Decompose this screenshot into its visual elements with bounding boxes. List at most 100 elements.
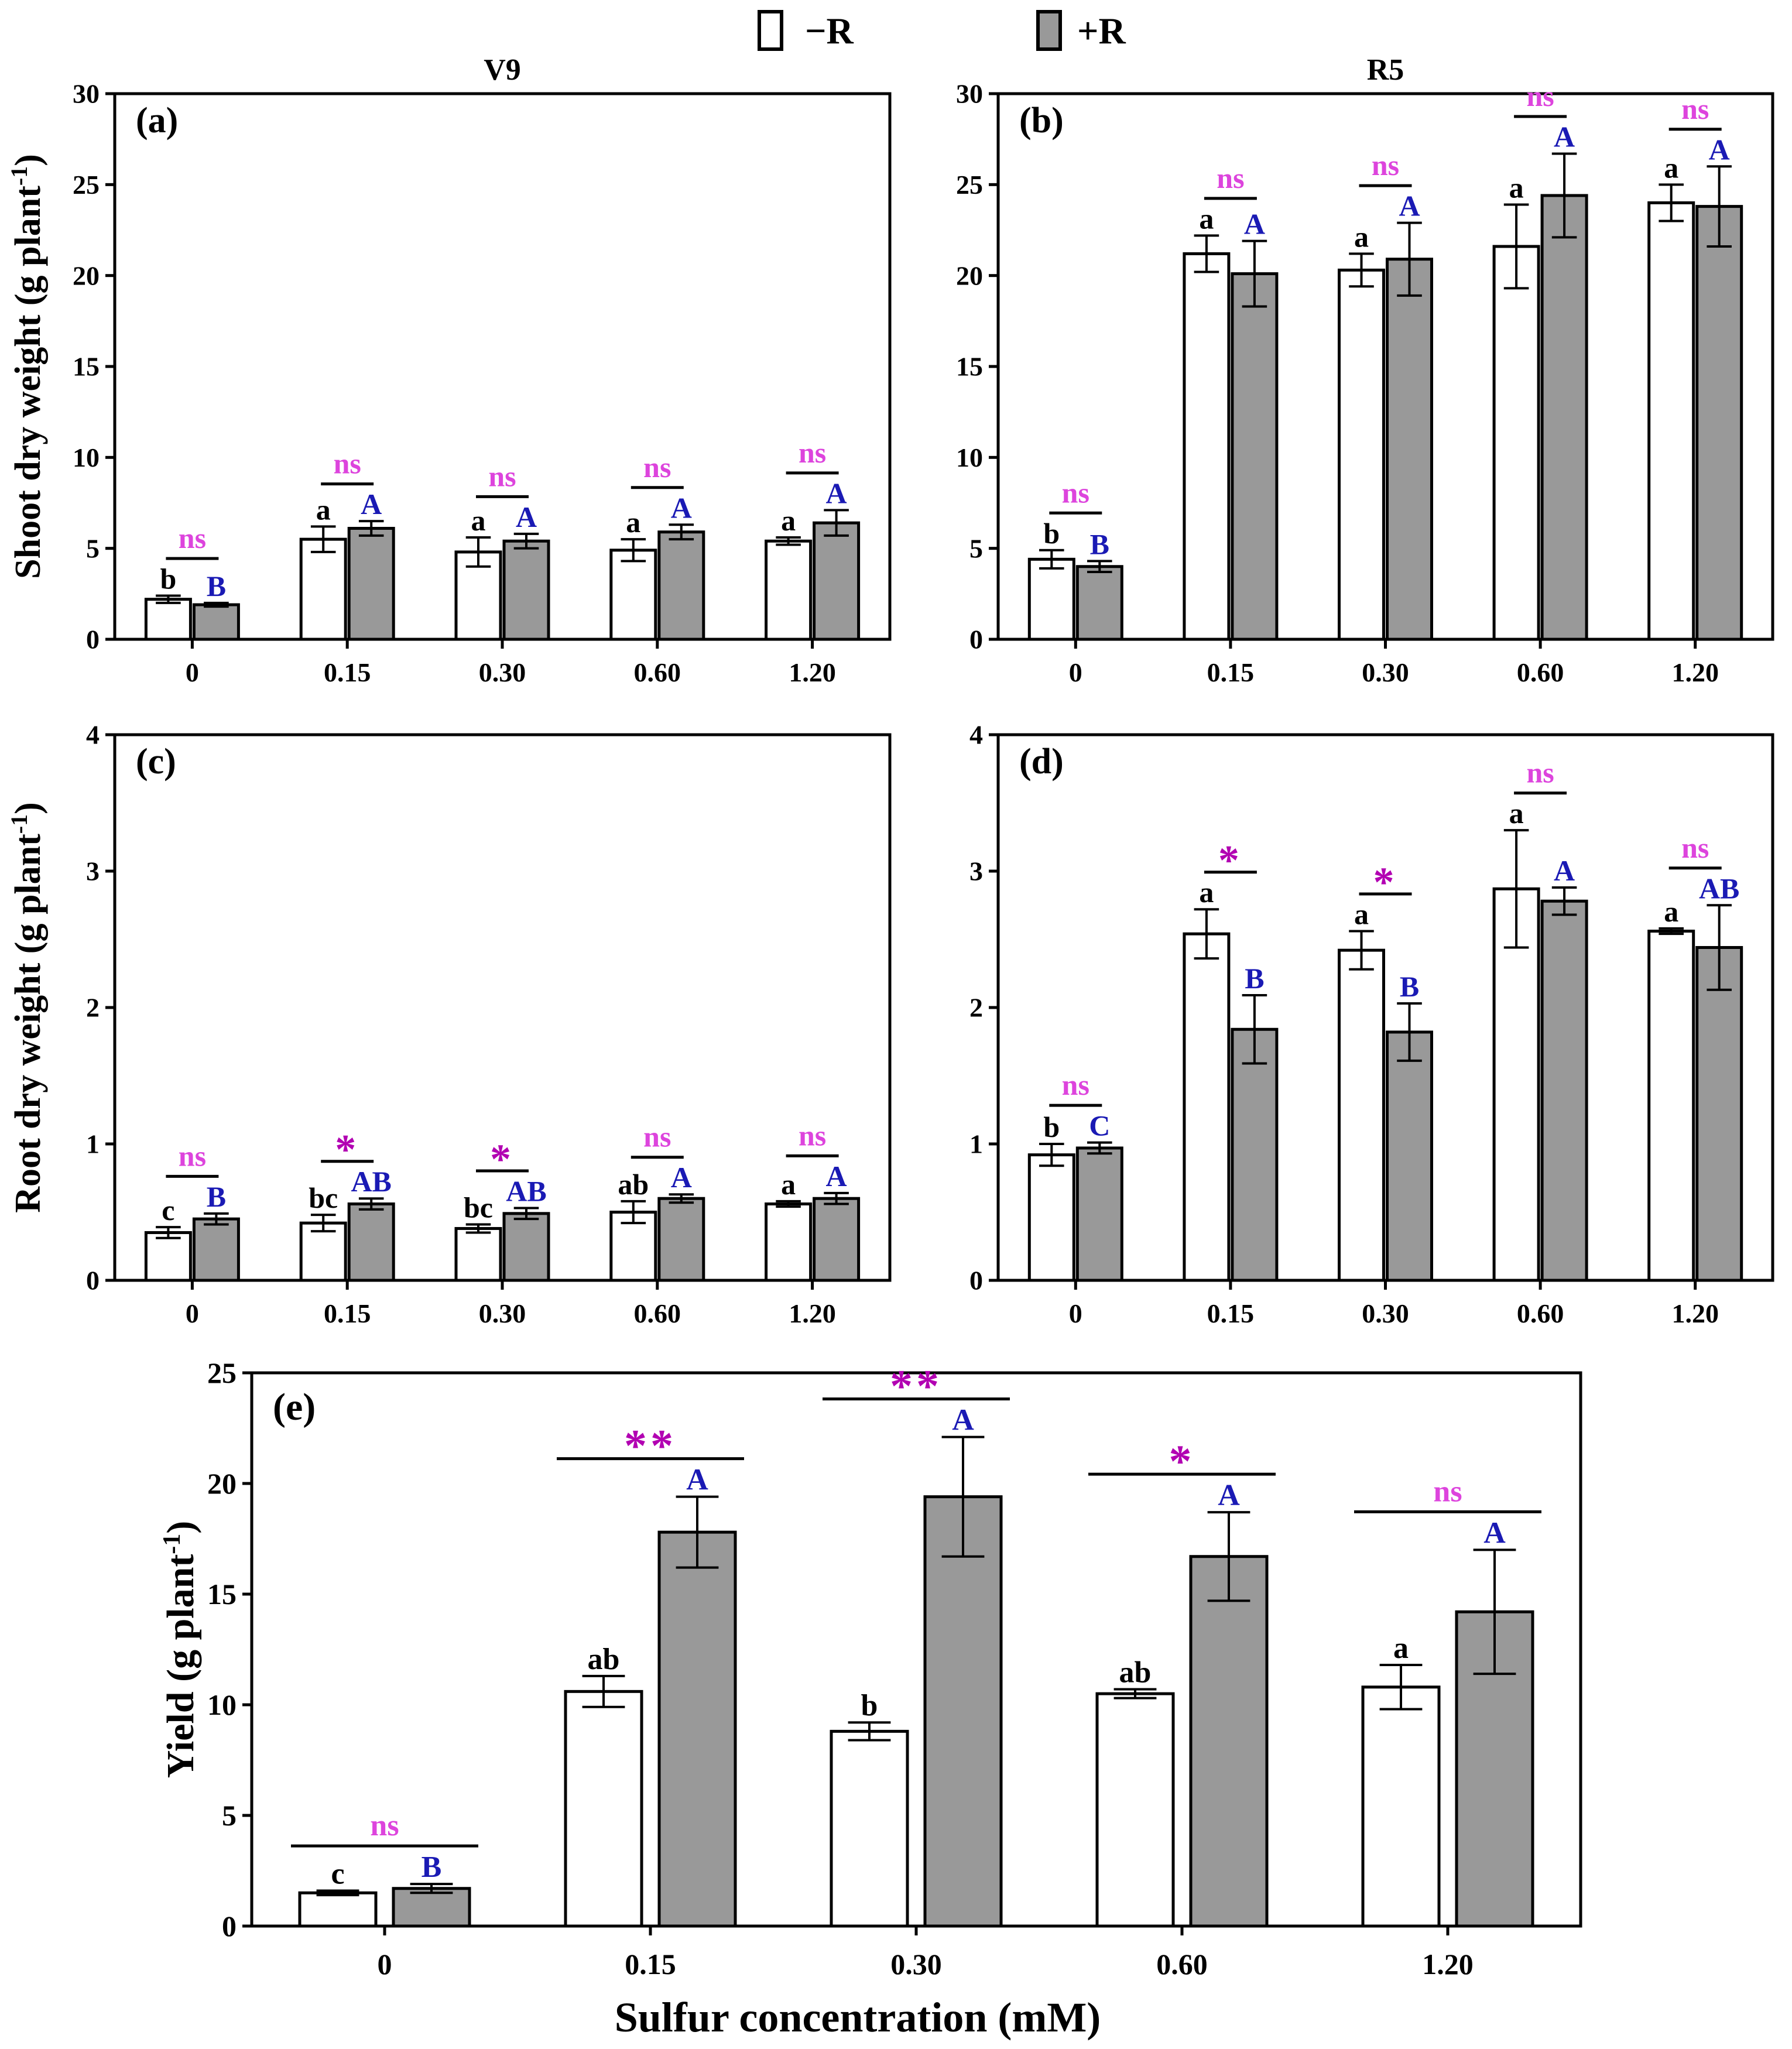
y-tick-label-c-3: 3 (86, 856, 100, 886)
x-tick-label-e-3: 0.60 (1156, 1948, 1208, 1981)
letter-b-0-4: a (1664, 151, 1678, 184)
x-axis-title: Sulfur concentration (mM) (615, 1994, 1101, 2041)
x-tick-label-d-2: 0.30 (1362, 1298, 1409, 1328)
y-tick-label-e-4: 20 (207, 1467, 237, 1500)
x-tick-label-a-3: 0.60 (634, 657, 681, 687)
y-tick-label-a-3: 15 (73, 352, 100, 382)
x-tick-label-c-2: 0.30 (479, 1298, 526, 1328)
letter-b-1-2: A (1399, 190, 1420, 222)
y-axis-title-end-a: ) (8, 154, 48, 166)
letter-c-0-0: c (162, 1194, 174, 1226)
sig-label-b-1: ns (1217, 162, 1244, 194)
sig-label-c-1: * (335, 1126, 359, 1173)
y-tick-label-e-0: 0 (222, 1910, 237, 1942)
y-tick-label-c-4: 4 (86, 720, 100, 750)
x-tick-label-d-4: 1.20 (1671, 1298, 1719, 1328)
y-axis-title-e: Yield (g plant-1) (159, 1521, 202, 1779)
sig-label-d-3: ns (1526, 756, 1554, 789)
bar-b-minus-r-2 (1338, 268, 1385, 641)
bar-c-plus-r-2 (502, 1212, 550, 1282)
sig-label-b-3: ns (1526, 80, 1554, 112)
bar-d-minus-r-2 (1338, 948, 1385, 1282)
letter-d-0-3: a (1509, 797, 1524, 830)
bar-e-plus-r-0 (392, 1887, 471, 1928)
bar-e-minus-r-0 (298, 1891, 378, 1928)
sig-label-d-0: ns (1062, 1068, 1089, 1101)
letter-a-1-1: A (361, 488, 382, 520)
x-tick-label-a-0: 0 (186, 657, 199, 687)
bar-c-plus-r-0 (192, 1217, 240, 1282)
y-axis-title-end-e: ) (159, 1521, 202, 1534)
bar-a-minus-r-4 (765, 539, 813, 641)
sig-label-b-4: ns (1681, 92, 1709, 125)
y-axis-title-end-c: ) (8, 802, 48, 814)
letter-e-0-2: b (861, 1689, 878, 1722)
sig-label-e-1: ** (624, 1420, 677, 1471)
sig-label-d-2: * (1373, 859, 1398, 906)
y-axis-title-main-a: Shoot dry weight (g plant (8, 186, 48, 579)
sig-label-a-4: ns (799, 436, 826, 469)
letter-e-1-4: A (1483, 1516, 1506, 1550)
bar-c-minus-r-0 (144, 1231, 192, 1282)
y-tick-label-e-5: 25 (207, 1356, 237, 1389)
letter-e-0-3: ab (1119, 1656, 1152, 1690)
bar-b-plus-r-4 (1695, 205, 1743, 641)
bar-e-minus-r-4 (1361, 1685, 1441, 1928)
bar-b-minus-r-0 (1027, 557, 1075, 641)
panel-label-d: (d) (1019, 742, 1064, 782)
letter-e-0-0: c (331, 1858, 344, 1891)
y-tick-label-b-0: 0 (969, 625, 983, 655)
y-tick-label-a-4: 20 (73, 261, 100, 290)
legend-swatch-minus-r (758, 10, 783, 51)
y-tick-label-c-1: 1 (86, 1129, 100, 1159)
y-tick-label-b-3: 15 (956, 352, 983, 382)
panel-a: 0 5 10 15 20 25 30 (a) V9 Shoot dry weight (g pla… (6, 53, 892, 687)
bar-d-plus-r-0 (1075, 1146, 1123, 1282)
panel-title-b: R5 (1367, 53, 1404, 87)
panel-label-e: (e) (273, 1386, 316, 1428)
bar-b-plus-r-1 (1231, 272, 1279, 641)
y-tick-label-d-4: 4 (969, 720, 983, 750)
bar-d-plus-r-3 (1540, 899, 1588, 1282)
sig-label-e-3: * (1169, 1435, 1195, 1486)
sig-label-e-2: ** (890, 1361, 943, 1411)
legend-label-plus-r: +R (1077, 10, 1126, 52)
y-tick-label-a-2: 10 (73, 443, 100, 472)
letter-b-1-3: A (1554, 121, 1575, 153)
bar-a-plus-r-0 (192, 603, 240, 641)
x-tick-label-d-3: 0.60 (1517, 1298, 1564, 1328)
x-tick-label-a-1: 0.15 (324, 657, 371, 687)
x-tick-label-e-4: 1.20 (1422, 1948, 1474, 1981)
y-tick-label-b-4: 20 (956, 261, 983, 290)
letter-a-0-4: a (781, 504, 796, 537)
sig-label-c-0: ns (179, 1139, 206, 1172)
bar-e-plus-r-3 (1189, 1555, 1269, 1928)
letter-e-0-1: ab (588, 1643, 620, 1676)
bar-c-plus-r-1 (347, 1202, 395, 1282)
letter-b-1-1: A (1244, 208, 1265, 241)
letter-d-1-4: AB (1699, 872, 1739, 904)
bar-d-minus-r-3 (1492, 887, 1540, 1282)
letter-c-1-1: AB (351, 1165, 391, 1198)
y-tick-label-c-0: 0 (86, 1266, 100, 1296)
y-tick-label-a-0: 0 (86, 625, 100, 655)
bar-a-plus-r-1 (347, 526, 395, 641)
bar-c-minus-r-4 (765, 1202, 813, 1282)
letter-c-1-2: AB (506, 1175, 546, 1208)
letter-a-0-2: a (471, 504, 486, 537)
letter-a-1-2: A (516, 501, 537, 533)
sig-label-d-4: ns (1681, 831, 1709, 864)
bar-e-plus-r-1 (657, 1530, 737, 1928)
sig-label-a-1: ns (334, 447, 361, 480)
x-tick-label-c-3: 0.60 (634, 1298, 681, 1328)
x-tick-label-d-0: 0 (1069, 1298, 1082, 1328)
bar-d-plus-r-2 (1386, 1030, 1433, 1282)
letter-c-0-1: bc (309, 1181, 338, 1214)
letter-d-0-1: a (1199, 876, 1214, 909)
bar-e-minus-r-1 (564, 1690, 643, 1928)
bar-c-plus-r-4 (813, 1197, 861, 1282)
letter-c-0-4: a (781, 1168, 796, 1201)
y-axis-title-main-c: Root dry weight (g plant (8, 834, 48, 1213)
bar-b-plus-r-0 (1075, 565, 1123, 641)
letter-d-0-0: b (1043, 1111, 1060, 1143)
